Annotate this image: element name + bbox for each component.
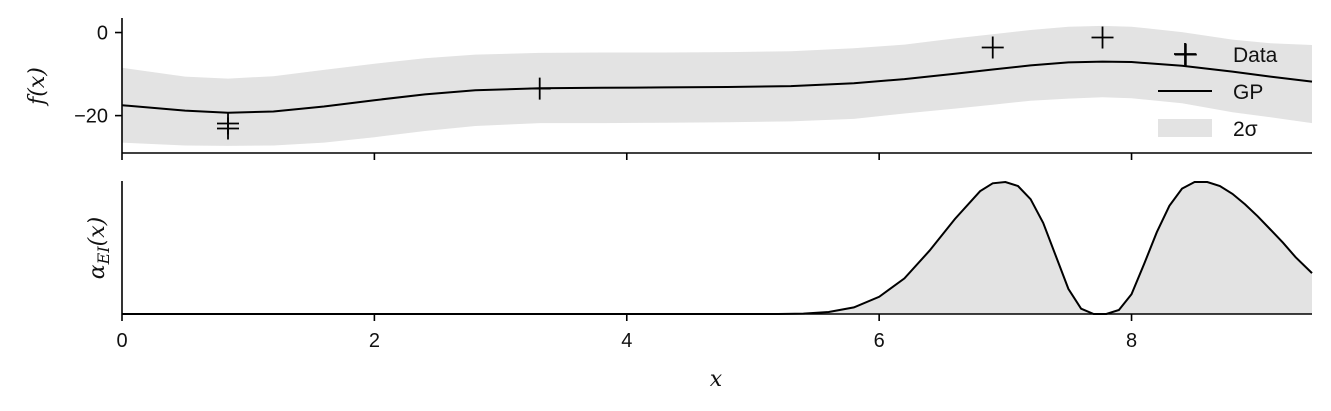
bottom-y-axis-label: αEI(x) (85, 217, 113, 279)
bottom-x-ticks: 0 2 4 6 8 (116, 314, 1137, 352)
legend-entry: Data (1174, 43, 1278, 67)
acquisition-area (122, 182, 1312, 314)
x-tick-label: 0 (116, 330, 127, 352)
data-point (1091, 26, 1114, 49)
legend-entry: GP (1158, 81, 1263, 104)
legend: Data GP 2σ (1158, 43, 1278, 141)
legend-label: Data (1233, 44, 1278, 67)
x-tick-label: 8 (1126, 330, 1137, 352)
y-tick-label: −20 (74, 106, 108, 128)
legend-entry: 2σ (1158, 118, 1258, 141)
gp-mean-line (121, 60, 1313, 114)
legend-label: GP (1233, 81, 1263, 104)
x-tick-label: 6 (874, 330, 885, 352)
top-x-ticks (121, 153, 1133, 160)
gp-posterior-panel: 0 −20 f(x) Data GP 2σ (25, 18, 1313, 160)
two-sigma-band (122, 25, 1312, 146)
legend-marker (1158, 119, 1212, 137)
y-tick-label: 0 (97, 23, 108, 45)
top-y-ticks: 0 −20 (74, 23, 122, 128)
bottom-x-axis-label: x (710, 367, 723, 392)
data-point (981, 36, 1004, 59)
x-tick-label: 4 (621, 330, 632, 352)
legend-label: 2σ (1233, 118, 1258, 141)
top-y-axis-label: f(x) (25, 67, 50, 107)
acquisition-panel: 0 2 4 6 8 αEI(x) x (85, 180, 1313, 392)
x-tick-label: 2 (369, 330, 380, 352)
data-point (217, 117, 240, 140)
acquisition-line (122, 180, 1313, 315)
data-point (528, 77, 551, 100)
